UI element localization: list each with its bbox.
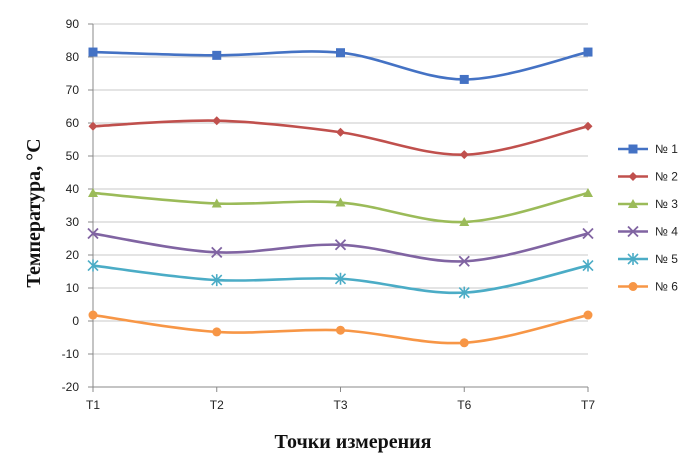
legend-item-3: № 3 [618, 197, 678, 211]
legend-marker [627, 225, 639, 238]
data-point [88, 187, 98, 197]
data-point [88, 47, 98, 57]
legend-marker [628, 199, 638, 208]
y-tick-label: 40 [66, 182, 80, 196]
data-point [582, 227, 594, 240]
data-point [336, 325, 345, 335]
legend-item-4: № 4 [618, 225, 678, 239]
y-axis-title: Температура, °С [23, 138, 45, 287]
x-tick-label: T7 [581, 398, 595, 412]
series-1 [88, 47, 593, 84]
grid-lines [93, 23, 588, 355]
data-point [583, 47, 593, 57]
series-line [92, 191, 589, 224]
x-axis-title: Точки измерения [275, 431, 432, 453]
x-tick-label: T3 [333, 398, 347, 412]
legend-label: № 1 [655, 142, 678, 156]
x-tick-label: T2 [210, 398, 224, 412]
series-line [92, 232, 589, 263]
data-point [335, 197, 346, 207]
data-point [583, 121, 593, 131]
y-tick-label: 10 [66, 281, 80, 295]
y-tick-label: -10 [62, 347, 80, 361]
data-point [459, 338, 469, 348]
data-point [458, 286, 470, 299]
legend-item-1: № 1 [618, 142, 678, 156]
series-group [87, 47, 594, 348]
data-point [459, 217, 470, 226]
x-tick-label: T1 [86, 398, 100, 412]
y-tick-label: 20 [66, 248, 80, 262]
legend-label: № 6 [655, 280, 678, 294]
legend-marker [628, 282, 638, 291]
legend-label: № 3 [655, 197, 678, 211]
legend-marker [628, 144, 638, 154]
data-point [88, 121, 98, 131]
data-point [88, 310, 98, 320]
data-point [87, 227, 99, 240]
data-point [211, 274, 223, 287]
series-6 [88, 310, 593, 348]
legend-label: № 4 [655, 225, 678, 239]
y-tick-label: 90 [66, 17, 80, 31]
data-point [459, 74, 469, 84]
y-tick-label: 50 [66, 149, 80, 163]
y-axis-ticks: -20 -10 0 10 20 30 40 50 60 70 80 90 [62, 17, 93, 394]
x-axis-ticks: T1 T2 T3 T6 T7 [86, 387, 595, 412]
data-point [212, 327, 222, 337]
y-tick-label: -20 [62, 380, 80, 394]
series-5 [87, 259, 594, 299]
series-3 [88, 187, 593, 226]
data-point [336, 48, 345, 58]
legend: № 1 № 2 № 3 № 4 № 5 № 6 [618, 142, 678, 294]
y-tick-label: 80 [66, 50, 80, 64]
data-point [211, 246, 223, 258]
legend-label: № 5 [655, 252, 678, 266]
y-tick-label: 60 [66, 116, 80, 130]
legend-label: № 2 [655, 170, 678, 184]
data-point [212, 116, 222, 126]
data-point [583, 310, 593, 320]
legend-item-6: № 6 [618, 280, 678, 294]
data-point [336, 127, 345, 137]
series-4 [87, 227, 594, 267]
data-point [334, 239, 347, 251]
legend-item-5: № 5 [618, 252, 678, 266]
series-2 [88, 116, 593, 160]
legend-item-2: № 2 [618, 170, 678, 184]
y-tick-label: 70 [66, 83, 80, 97]
y-tick-label: 30 [66, 215, 80, 229]
series-line [92, 119, 589, 156]
data-point [582, 259, 594, 272]
data-point [459, 150, 469, 160]
data-point [211, 198, 222, 208]
legend-marker [628, 172, 638, 181]
y-tick-label: 0 [72, 314, 79, 328]
data-point [583, 187, 593, 197]
data-point [458, 255, 470, 267]
data-point [334, 272, 347, 285]
legend-marker [627, 253, 639, 265]
data-point [212, 50, 222, 60]
x-tick-label: T6 [457, 398, 471, 412]
data-point [87, 259, 99, 272]
